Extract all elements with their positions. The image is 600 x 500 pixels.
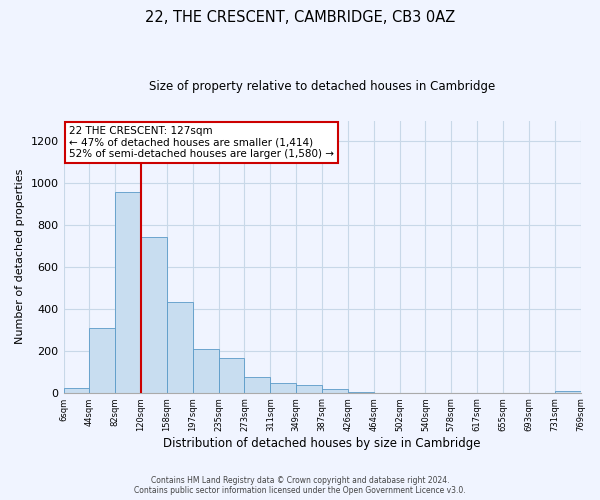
Bar (115, 192, 141, 392)
Bar (218, 358, 244, 392)
Bar (296, 386, 322, 392)
Bar (141, 236, 167, 392)
Bar (244, 377, 271, 392)
X-axis label: Distribution of detached houses by size in Cambridge: Distribution of detached houses by size … (163, 437, 481, 450)
Text: 22 THE CRESCENT: 127sqm
← 47% of detached houses are smaller (1,414)
52% of semi: 22 THE CRESCENT: 127sqm ← 47% of detache… (69, 126, 334, 159)
Bar (167, 302, 193, 392)
Bar (193, 348, 218, 393)
Bar (89, 328, 115, 392)
Text: Contains HM Land Registry data © Crown copyright and database right 2024.
Contai: Contains HM Land Registry data © Crown c… (134, 476, 466, 495)
Title: Size of property relative to detached houses in Cambridge: Size of property relative to detached ho… (149, 80, 495, 93)
Text: 22, THE CRESCENT, CAMBRIDGE, CB3 0AZ: 22, THE CRESCENT, CAMBRIDGE, CB3 0AZ (145, 10, 455, 25)
Bar (554, 391, 581, 392)
Bar (64, 388, 89, 392)
Bar (322, 389, 348, 392)
Bar (271, 382, 296, 392)
Y-axis label: Number of detached properties: Number of detached properties (15, 169, 25, 344)
